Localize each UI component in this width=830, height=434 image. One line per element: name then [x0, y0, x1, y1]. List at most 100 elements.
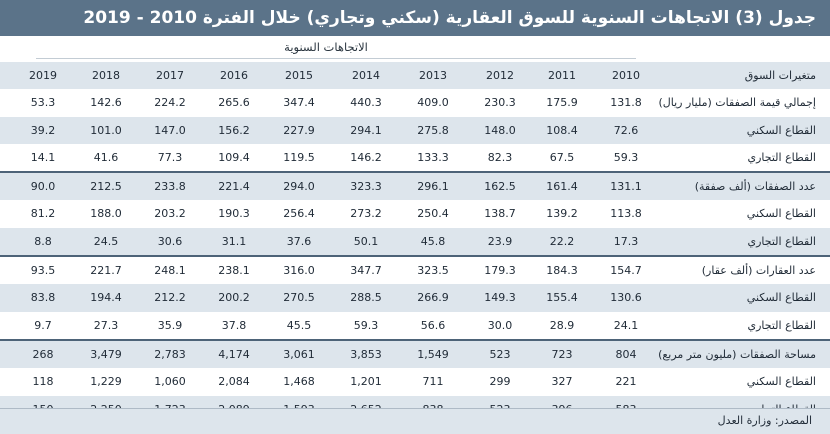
table-row: القطاع السكني 113.8 139.2 138.7 250.4 273.2 25…	[0, 200, 830, 228]
table-cell: 147.0	[154, 123, 186, 137]
table-cell: 179.3	[484, 264, 516, 278]
table-cell: 224.2	[154, 96, 186, 110]
table-cell: 190.3	[218, 207, 250, 221]
table-cell: 266.9	[417, 291, 449, 305]
table-cell: 118	[32, 375, 54, 389]
year-header: 2013	[419, 69, 447, 82]
table-cell: 133.3	[417, 150, 449, 164]
table-cell: 347.4	[283, 96, 315, 110]
table-cell: 41.6	[93, 150, 119, 164]
table-row: إجمالي قيمة الصفقات (مليار ريال) 131.8 175…	[0, 89, 830, 117]
table-cell: 9.7	[34, 318, 52, 332]
row-label: القطاع التجاري	[747, 150, 816, 164]
table-cell: 1,549	[417, 347, 449, 361]
table-cell: 131.8	[610, 96, 642, 110]
table-title: جدول (3) الاتجاهات السنوية للسوق العقاري…	[0, 0, 830, 36]
table-cell: 270.5	[283, 291, 315, 305]
table-cell: 162.5	[484, 180, 516, 194]
table-row: القطاع التجاري 17.3 22.2 23.9 45.8 50.1 37.6 31…	[0, 227, 830, 256]
table-cell: 212.5	[90, 180, 122, 194]
table-cell: 17.3	[613, 234, 639, 248]
row-label: القطاع السكني	[746, 291, 816, 305]
table-cell: 67.5	[549, 150, 575, 164]
table-cell: 256.4	[283, 207, 315, 221]
row-label: مساحة الصفقات (مليون متر مربع)	[658, 347, 816, 361]
table-cell: 37.8	[221, 318, 247, 332]
table-cell: 1,201	[350, 375, 382, 389]
table-cell: 230.3	[484, 96, 516, 110]
table-row: القطاع التجاري 59.3 67.5 82.3 133.3 146.2 119.…	[0, 143, 830, 172]
table-cell: 327	[551, 375, 573, 389]
table-cell: 4,174	[218, 347, 250, 361]
table-cell: 39.2	[30, 123, 56, 137]
table-cell: 323.5	[417, 264, 449, 278]
year-header: 2011	[548, 69, 576, 82]
table-cell: 30.6	[157, 234, 183, 248]
table-cell: 221.7	[90, 264, 122, 278]
table-cell: 35.9	[157, 318, 183, 332]
table-cell: 138.7	[484, 207, 516, 221]
table-cell: 804	[615, 347, 637, 361]
table-cell: 30.0	[487, 318, 513, 332]
table-cell: 148.0	[484, 123, 516, 137]
row-label: القطاع التجاري	[747, 318, 816, 332]
table-cell: 119.5	[283, 150, 315, 164]
year-header: 2010	[612, 69, 640, 82]
year-header: 2015	[285, 69, 313, 82]
table-cell: 155.4	[546, 291, 578, 305]
year-header: 2016	[220, 69, 248, 82]
year-header: 2018	[92, 69, 120, 82]
table-cell: 31.1	[221, 234, 247, 248]
table-cell: 265.6	[218, 96, 250, 110]
table-cell: 59.3	[613, 150, 639, 164]
table-cell: 1,060	[154, 375, 186, 389]
table-cell: 28.9	[549, 318, 575, 332]
header-label: متغيرات السوق	[744, 69, 816, 82]
table-cell: 3,061	[283, 347, 315, 361]
table-cell: 161.4	[546, 180, 578, 194]
table-cell: 275.8	[417, 123, 449, 137]
table-cell: 146.2	[350, 150, 382, 164]
table-cell: 273.2	[350, 207, 382, 221]
table-cell: 212.2	[154, 291, 186, 305]
row-label: القطاع السكني	[746, 375, 816, 389]
table-cell: 24.5	[93, 234, 119, 248]
table-cell: 1,229	[90, 375, 122, 389]
table-cell: 238.1	[218, 264, 250, 278]
table-cell: 523	[489, 347, 511, 361]
table-cell: 130.6	[610, 291, 642, 305]
table-cell: 188.0	[90, 207, 122, 221]
table-cell: 200.2	[218, 291, 250, 305]
table-cell: 227.9	[283, 123, 315, 137]
table-cell: 221	[615, 375, 637, 389]
table-cell: 45.5	[286, 318, 312, 332]
table-cell: 723	[551, 347, 573, 361]
table-cell: 323.3	[350, 180, 382, 194]
table-cell: 50.1	[353, 234, 379, 248]
row-label: عدد الصفقات (ألف صفقة)	[694, 180, 816, 194]
trends-label: الاتجاهات السنوية	[284, 40, 368, 54]
table-cell: 316.0	[283, 264, 315, 278]
table-row: القطاع السكني 72.6 108.4 148.0 275.8 294.1 227…	[0, 116, 830, 144]
row-label: القطاع السكني	[746, 123, 816, 137]
table-cell: 711	[422, 375, 444, 389]
table-row: القطاع السكني 221 327 299 711 1,201 1,468 2,084…	[0, 368, 830, 396]
row-label: القطاع السكني	[746, 207, 816, 221]
table-cell: 154.7	[610, 264, 642, 278]
row-label: القطاع التجاري	[747, 234, 816, 248]
table-cell: 288.5	[350, 291, 382, 305]
table-cell: 440.3	[350, 96, 382, 110]
table-cell: 233.8	[154, 180, 186, 194]
table-cell: 22.2	[549, 234, 575, 248]
table-cell: 299	[489, 375, 511, 389]
table-cell: 27.3	[93, 318, 119, 332]
table-cell: 294.1	[350, 123, 382, 137]
table-cell: 142.6	[90, 96, 122, 110]
table-cell: 8.8	[34, 234, 52, 248]
table-cell: 139.2	[546, 207, 578, 221]
table-cell: 3,853	[350, 347, 382, 361]
table-row: القطاع التجاري 24.1 28.9 30.0 56.6 59.3 45.5 37…	[0, 311, 830, 339]
table-cell: 131.1	[610, 180, 642, 194]
table-cell: 59.3	[353, 318, 379, 332]
